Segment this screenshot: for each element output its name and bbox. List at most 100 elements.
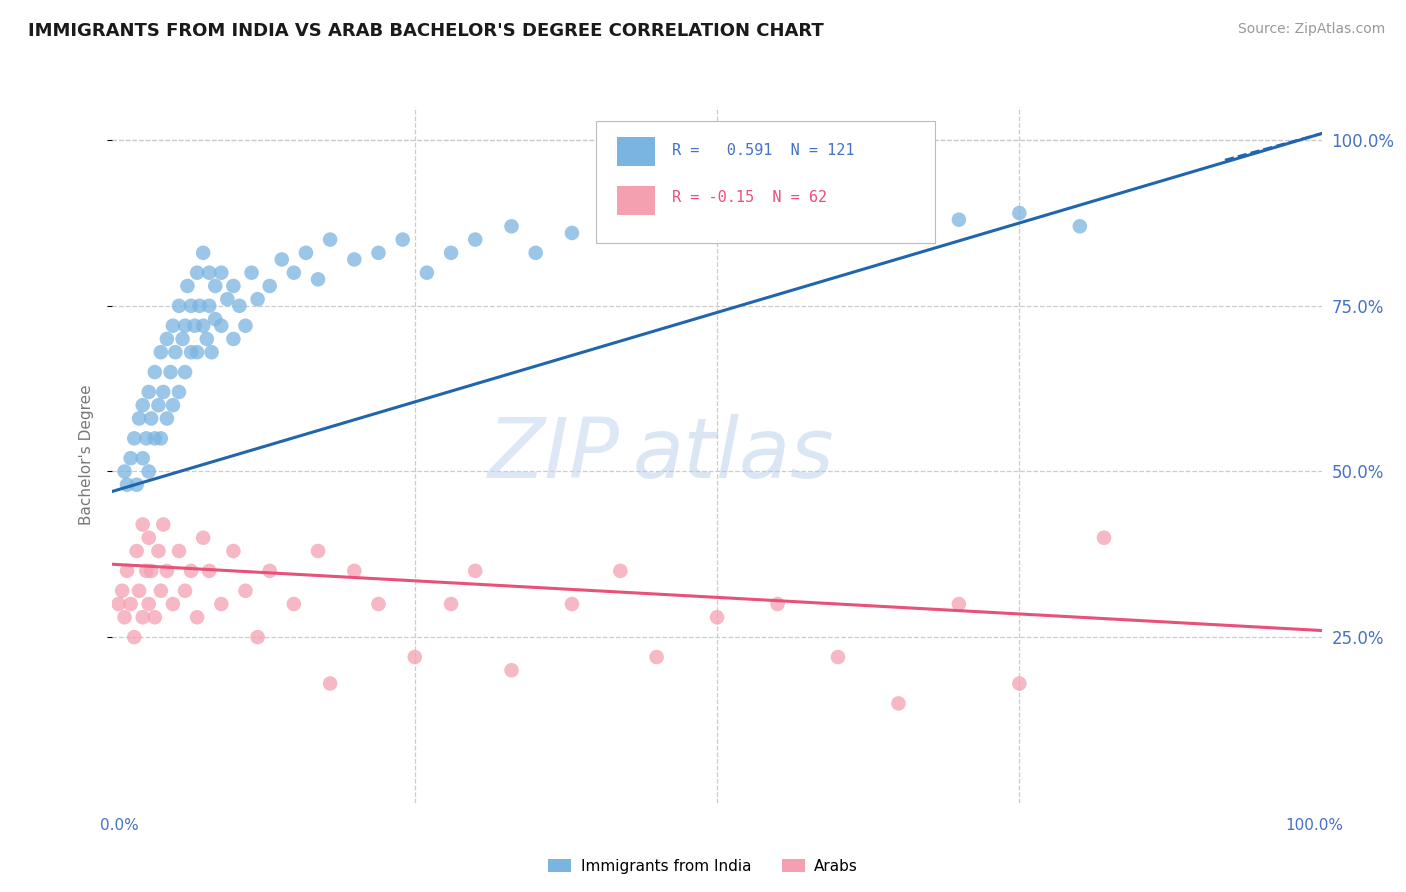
Point (132, 610, 155, 624)
Point (167, 299, 190, 313)
Text: IMMIGRANTS FROM INDIA VS ARAB BACHELOR'S DEGREE CORRELATION CHART: IMMIGRANTS FROM INDIA VS ARAB BACHELOR'S… (28, 22, 824, 40)
Text: Source: ZipAtlas.com: Source: ZipAtlas.com (1237, 22, 1385, 37)
Point (645, 650, 668, 665)
Point (114, 610, 136, 624)
Point (120, 597, 142, 611)
Point (149, 345, 172, 359)
Point (1092, 531, 1115, 545)
Point (198, 564, 221, 578)
Point (209, 266, 232, 280)
Point (191, 531, 214, 545)
Point (609, 219, 631, 234)
FancyBboxPatch shape (617, 186, 655, 215)
FancyBboxPatch shape (596, 121, 935, 243)
Point (174, 583, 197, 598)
Point (235, 318, 257, 333)
Point (143, 610, 166, 624)
Text: ZIP: ZIP (488, 415, 620, 495)
Point (120, 451, 142, 466)
Point (138, 531, 160, 545)
Point (156, 332, 179, 346)
Point (176, 279, 198, 293)
Point (132, 398, 155, 412)
Point (1008, 206, 1031, 220)
Point (125, 544, 148, 558)
FancyBboxPatch shape (617, 137, 655, 166)
Point (948, 212, 970, 227)
Point (201, 345, 224, 359)
Text: R = -0.15  N = 62: R = -0.15 N = 62 (672, 190, 828, 205)
Point (156, 411, 179, 425)
Point (167, 384, 190, 399)
Point (180, 299, 202, 313)
Point (367, 597, 389, 611)
Point (887, 219, 910, 234)
Point (141, 411, 163, 425)
Point (343, 252, 366, 267)
Point (766, 597, 789, 611)
Point (343, 564, 366, 578)
Point (186, 266, 208, 280)
Point (167, 544, 190, 558)
Point (152, 384, 174, 399)
Point (180, 345, 202, 359)
Point (128, 583, 150, 598)
Point (174, 365, 197, 379)
Point (501, 663, 523, 677)
Y-axis label: Bachelor's Degree: Bachelor's Degree (79, 384, 94, 525)
Point (217, 292, 239, 306)
Point (1069, 219, 1091, 234)
Point (404, 650, 426, 665)
Point (172, 332, 194, 346)
Point (183, 318, 205, 333)
Point (827, 650, 849, 665)
Point (159, 365, 181, 379)
Text: R =   0.591  N = 121: R = 0.591 N = 121 (672, 143, 855, 158)
Point (188, 299, 211, 313)
Point (149, 431, 172, 445)
Point (156, 564, 179, 578)
Point (658, 212, 681, 227)
Point (148, 544, 170, 558)
Point (307, 272, 329, 286)
Point (561, 597, 583, 611)
Point (766, 212, 789, 227)
Point (235, 583, 257, 598)
Point (246, 292, 269, 306)
Point (149, 583, 172, 598)
Point (115, 477, 138, 491)
Point (115, 564, 138, 578)
Point (174, 318, 197, 333)
Point (111, 583, 134, 598)
Point (143, 365, 166, 379)
Point (186, 345, 208, 359)
Point (152, 517, 174, 532)
Text: atlas: atlas (633, 415, 834, 495)
Point (148, 398, 170, 412)
Point (180, 564, 202, 578)
Point (270, 252, 292, 267)
Point (186, 610, 208, 624)
Point (162, 318, 184, 333)
Point (295, 245, 318, 260)
Point (246, 630, 269, 644)
Point (283, 266, 305, 280)
Point (827, 212, 849, 227)
Point (501, 219, 523, 234)
Point (138, 597, 160, 611)
Point (107, 597, 129, 611)
Point (706, 219, 728, 234)
Point (416, 266, 439, 280)
Point (162, 398, 184, 412)
Point (259, 564, 281, 578)
Point (132, 517, 155, 532)
Point (464, 233, 486, 247)
Point (307, 544, 329, 558)
Point (319, 233, 342, 247)
Point (228, 299, 250, 313)
Text: 100.0%: 100.0% (1285, 818, 1344, 832)
Point (198, 299, 221, 313)
Point (204, 279, 226, 293)
Point (283, 597, 305, 611)
Point (948, 597, 970, 611)
